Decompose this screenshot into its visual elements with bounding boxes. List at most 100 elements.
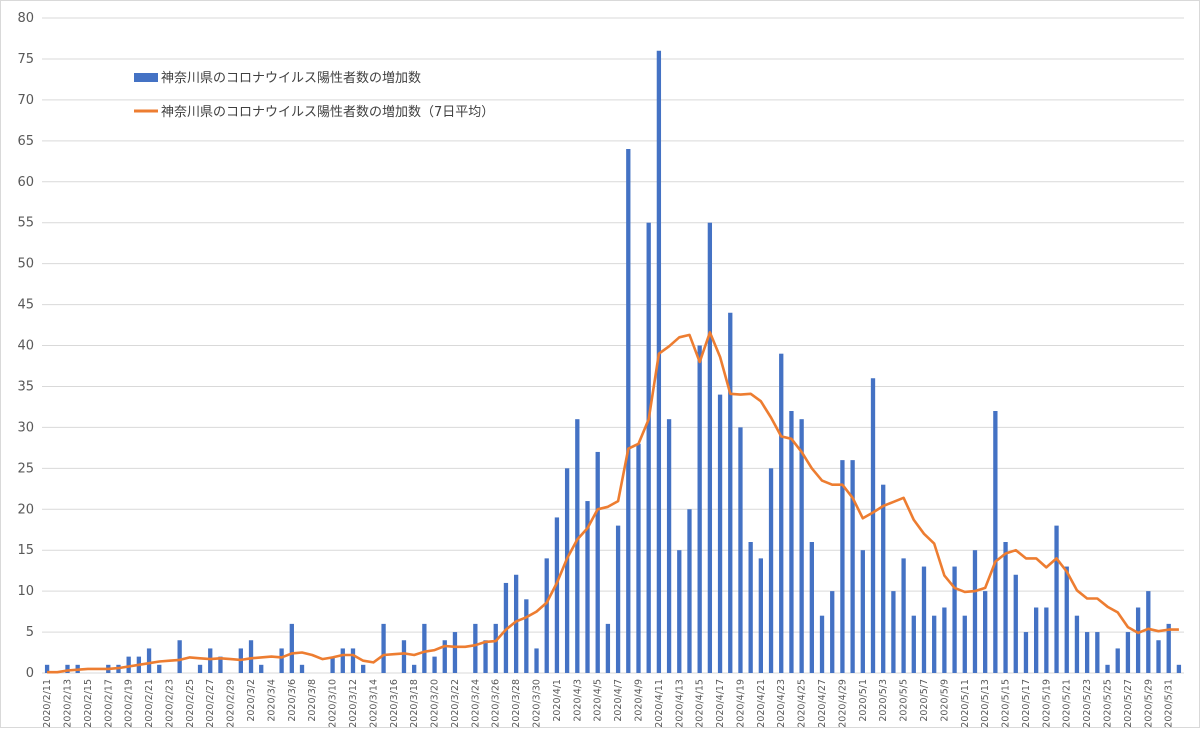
x-tick-label: 2020/4/17 bbox=[715, 679, 726, 727]
bar bbox=[248, 640, 254, 673]
bar bbox=[493, 623, 498, 673]
legend-bar-swatch bbox=[134, 73, 158, 82]
x-tick-label: 2020/4/27 bbox=[817, 679, 828, 727]
x-tick-label: 2020/5/13 bbox=[980, 679, 991, 727]
y-tick-label: 10 bbox=[17, 584, 34, 599]
x-axis-tick-labels: 2020/2/11 2020/2/13 2020/2/15 2020/2/17 2020… bbox=[42, 679, 1175, 728]
x-tick-label: 2020/5/23 bbox=[1082, 679, 1093, 727]
x-tick-label: 2020/5/29 bbox=[1143, 679, 1154, 727]
bar bbox=[1146, 591, 1151, 673]
x-tick-label: 2020/3/14 bbox=[368, 679, 379, 727]
bar bbox=[544, 558, 549, 673]
x-tick-label: 2020/5/25 bbox=[1103, 679, 1114, 727]
x-tick-label: 2020/5/5 bbox=[899, 679, 910, 722]
bar bbox=[1054, 525, 1059, 673]
bar bbox=[779, 353, 784, 673]
y-tick-label: 30 bbox=[17, 420, 34, 435]
x-tick-label: 2020/4/13 bbox=[674, 679, 685, 727]
bar bbox=[809, 542, 814, 673]
bar bbox=[289, 623, 294, 673]
bar bbox=[666, 419, 672, 673]
y-tick-label: 60 bbox=[17, 175, 34, 190]
y-tick-label: 5 bbox=[26, 625, 34, 640]
series-line bbox=[47, 331, 1179, 674]
y-tick-label: 20 bbox=[17, 502, 34, 517]
x-tick-label: 2020/2/25 bbox=[185, 679, 196, 727]
x-tick-label: 2020/5/7 bbox=[919, 679, 930, 722]
line-series bbox=[47, 331, 1179, 674]
bar bbox=[921, 566, 927, 673]
bar bbox=[870, 378, 876, 673]
legend: 神奈川県のコロナウイルス陽性者数の増加数 神奈川県のコロナウイルス陽性者数の増加… bbox=[134, 71, 494, 120]
bar bbox=[1166, 623, 1171, 673]
bar bbox=[932, 615, 937, 673]
bar bbox=[1003, 542, 1008, 673]
x-tick-label: 2020/3/2 bbox=[246, 679, 257, 722]
bar bbox=[197, 664, 203, 673]
bar bbox=[1044, 607, 1049, 673]
bar bbox=[1084, 632, 1090, 673]
bar bbox=[157, 664, 162, 673]
x-tick-label: 2020/4/25 bbox=[797, 679, 808, 727]
bar bbox=[972, 550, 978, 673]
bar bbox=[1176, 664, 1182, 673]
legend-line-label: 神奈川県のコロナウイルス陽性者数の増加数（7日平均） bbox=[161, 105, 494, 120]
bar bbox=[585, 501, 590, 673]
x-tick-label: 2020/4/1 bbox=[552, 679, 563, 722]
x-tick-label: 2020/4/23 bbox=[776, 679, 787, 727]
x-tick-label: 2020/4/7 bbox=[613, 679, 624, 722]
x-tick-label: 2020/3/26 bbox=[491, 679, 502, 727]
bar bbox=[1115, 648, 1120, 673]
bar bbox=[1156, 640, 1161, 673]
bar bbox=[850, 460, 855, 673]
bar bbox=[677, 550, 682, 673]
bar bbox=[1135, 607, 1141, 673]
bar bbox=[738, 427, 743, 673]
bar bbox=[575, 419, 580, 673]
bar bbox=[819, 615, 825, 673]
bar bbox=[881, 484, 886, 673]
x-tick-label: 2020/5/9 bbox=[939, 679, 950, 722]
bar bbox=[1023, 632, 1029, 673]
bar bbox=[891, 591, 896, 673]
bar bbox=[473, 623, 478, 673]
bar bbox=[646, 222, 651, 673]
y-tick-label: 25 bbox=[17, 461, 34, 476]
bar bbox=[564, 468, 570, 673]
bar bbox=[65, 664, 70, 673]
x-tick-label: 2020/4/21 bbox=[756, 679, 767, 727]
bar bbox=[350, 648, 356, 673]
y-tick-label: 80 bbox=[17, 11, 34, 26]
bar bbox=[412, 664, 417, 673]
x-tick-label: 2020/4/11 bbox=[654, 679, 665, 727]
y-tick-label: 40 bbox=[17, 339, 34, 354]
x-tick-label: 2020/4/5 bbox=[593, 679, 604, 722]
bar bbox=[626, 149, 631, 673]
gridlines bbox=[42, 17, 1184, 674]
x-tick-label: 2020/4/9 bbox=[633, 679, 644, 722]
bar bbox=[299, 664, 305, 673]
x-tick-label: 2020/3/22 bbox=[450, 679, 461, 727]
bar bbox=[799, 419, 804, 673]
y-tick-label: 55 bbox=[17, 216, 34, 231]
bar bbox=[993, 411, 998, 673]
bar bbox=[381, 623, 386, 673]
x-tick-label: 2020/5/31 bbox=[1164, 679, 1175, 727]
x-tick-label: 2020/5/1 bbox=[858, 679, 869, 722]
bar bbox=[952, 566, 957, 673]
x-tick-label: 2020/2/15 bbox=[83, 679, 94, 727]
x-tick-label: 2020/3/24 bbox=[470, 679, 481, 727]
bar bbox=[595, 451, 600, 673]
bar bbox=[513, 574, 519, 673]
bar bbox=[1064, 566, 1069, 673]
bar bbox=[422, 623, 427, 673]
x-tick-label: 2020/3/18 bbox=[409, 679, 420, 727]
bar bbox=[1013, 574, 1018, 673]
x-tick-label: 2020/4/15 bbox=[695, 679, 706, 727]
bar bbox=[728, 312, 733, 673]
y-tick-label: 75 bbox=[17, 52, 34, 67]
x-tick-label: 2020/5/17 bbox=[1021, 679, 1032, 727]
x-tick-label: 2020/3/30 bbox=[532, 679, 543, 727]
bar bbox=[748, 542, 753, 673]
